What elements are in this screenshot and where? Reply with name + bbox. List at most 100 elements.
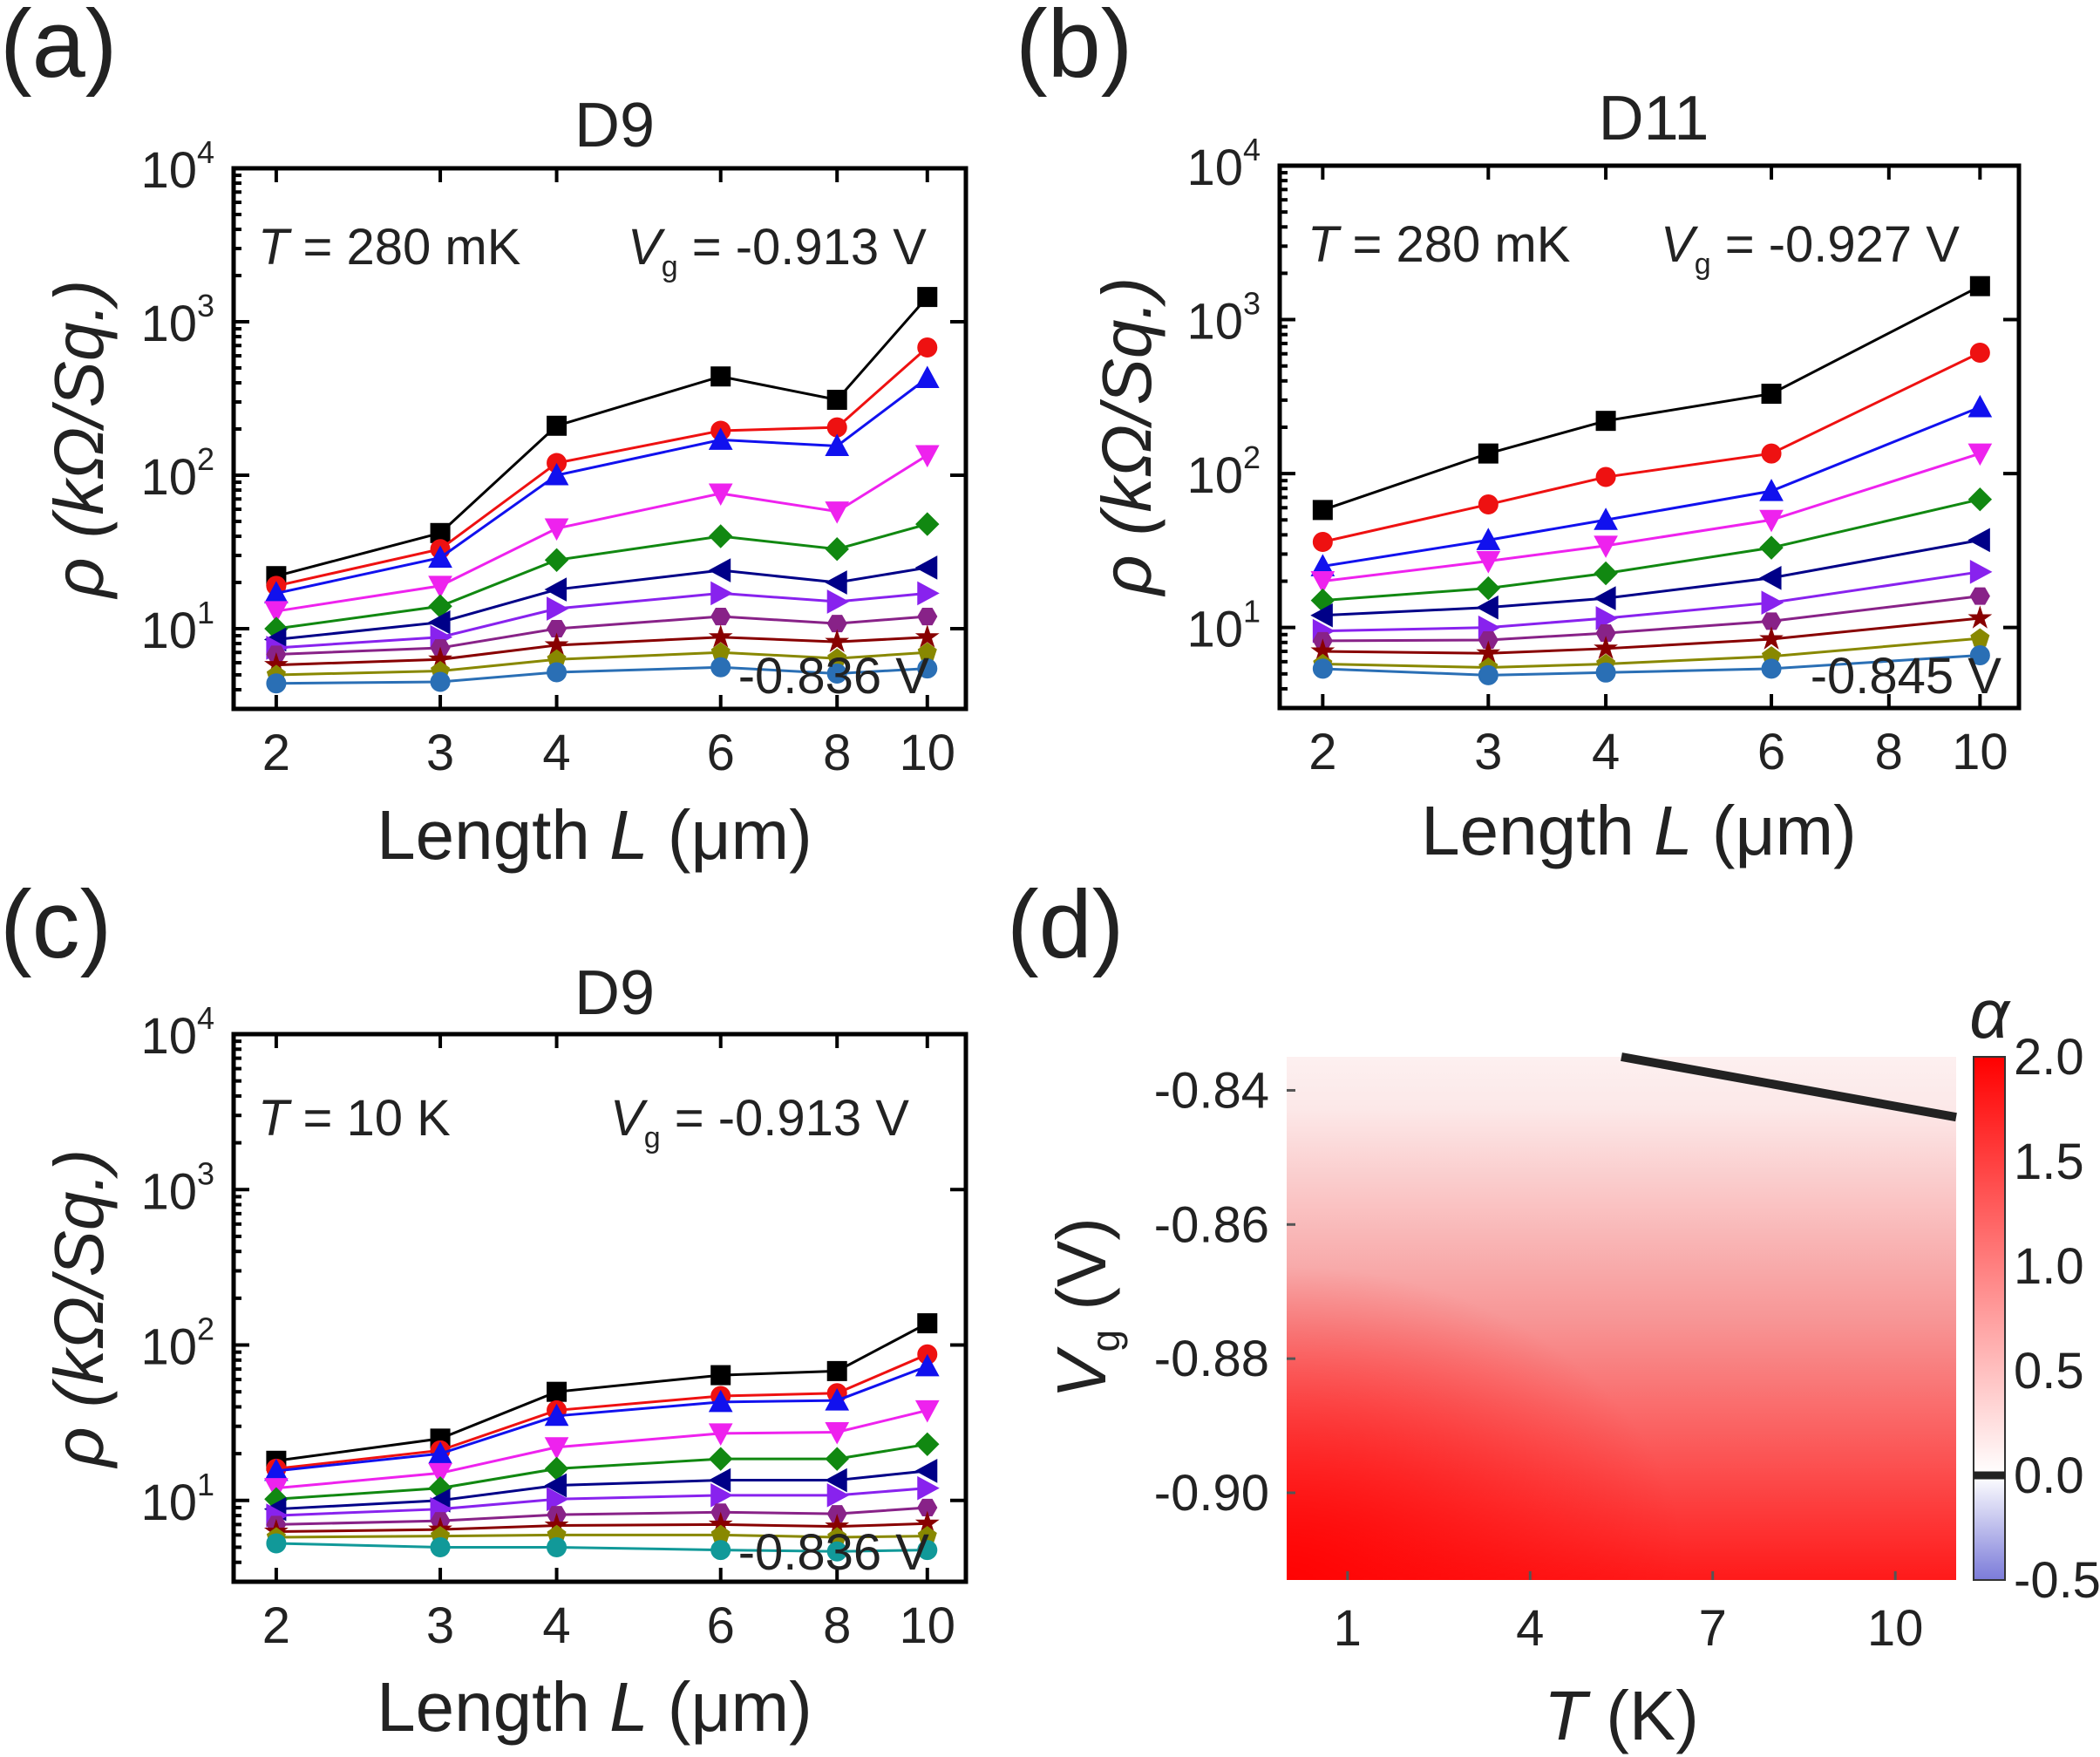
panel-a-series-6-point-5: [825, 570, 847, 595]
panel-a-series-4-point-3: [544, 518, 569, 541]
panel-c-x-tick-label: 8: [823, 1597, 851, 1654]
panel-b-series-11-point-2: [1478, 664, 1499, 685]
panel-label-c: (c): [0, 871, 112, 978]
panel-c-y-tick-label: 101: [140, 1467, 214, 1531]
panel-a-series-5-point-6: [915, 512, 940, 536]
panel-c-series-5-point-4: [709, 1447, 733, 1471]
panel-a-series-6-point-2: [428, 610, 451, 635]
panel-c-x-tick-label: 3: [426, 1597, 454, 1654]
panel-c-series-11-point-5: [826, 1541, 847, 1562]
panel-a-series-7-point-6: [917, 581, 940, 606]
panel-b-bottom-annotation: -0.845 V: [1811, 648, 2002, 705]
panel-c-series-1-point-5: [826, 1360, 847, 1381]
heatmap-corner-shade: [1287, 1057, 1956, 1580]
panel-d-y-tick-label: -0.90: [1154, 1465, 1269, 1522]
panel-a-series-11-point-1: [266, 673, 287, 694]
panel-b-series-2-point-5: [1969, 342, 1990, 363]
panel-c-series-11-point-6: [917, 1540, 938, 1561]
panel-b-series-4-point-2: [1476, 551, 1501, 574]
panel-a-bottom-annotation: -0.836 V: [738, 648, 930, 705]
panel-d-x-tick-label: 4: [1516, 1600, 1544, 1657]
panel-c-series-1-line: [275, 1322, 928, 1462]
panel-b-series-9-point-5: [1967, 605, 1993, 629]
panel-a-series-8-point-3: [546, 619, 567, 638]
panel-b-series-7-point-5: [1969, 559, 1993, 584]
panel-b-x-tick-label: 10: [1952, 724, 2008, 780]
panel-a-series-3-point-3: [544, 462, 569, 486]
panel-a-series-6-line: [275, 566, 928, 641]
panel-a-y-tick-label: 104: [140, 134, 214, 199]
panel-a-x-tick-label: 2: [262, 725, 290, 781]
panel-a-series-9-point-5: [825, 629, 850, 652]
panel-a-series-4-point-2: [428, 575, 452, 598]
panel-b-series-11-point-5: [1969, 645, 1990, 666]
panel-c-series-4-point-2: [428, 1462, 452, 1486]
panel-a-series-3-point-5: [825, 433, 850, 456]
panel-d-x-tick-label: 10: [1867, 1600, 1924, 1657]
panel-c-series-2-line: [275, 1352, 928, 1470]
panel-b-x-tick-label: 2: [1308, 724, 1336, 780]
panel-c-y-tick-label: 103: [140, 1155, 214, 1220]
panel-c-series-1-point-3: [547, 1381, 567, 1402]
panel-c-series-8-line: [275, 1506, 928, 1526]
colorbar-tick-label: 2.0: [2014, 1029, 2084, 1086]
panel-a-y-tick-label: 101: [140, 595, 214, 659]
panel-c-series-4-point-5: [825, 1421, 850, 1445]
panel-c-series-8-point-6: [917, 1498, 938, 1516]
panel-c-series-4-line: [275, 1408, 928, 1490]
panel-a-x-tick-label: 8: [823, 725, 851, 781]
panel-c-temperature: T = 10 K: [258, 1090, 451, 1147]
panel-a-title: D9: [574, 91, 655, 160]
panel-c-x-axis-label: Length L (μm): [377, 1668, 812, 1746]
panel-d-y-axis-label: Vg (V): [1043, 1217, 1128, 1399]
panel-a-series-4-point-5: [825, 501, 850, 524]
panel-c-x-tick-label: 6: [707, 1597, 735, 1654]
panel-c-series-11-point-4: [710, 1540, 731, 1561]
panel-c-series-5-point-5: [825, 1447, 849, 1471]
panel-b-series-3-point-5: [1967, 394, 1993, 418]
panel-c-x-tick-label: 4: [542, 1597, 570, 1654]
panel-d-x-axis-label: T (K): [1544, 1677, 1699, 1754]
panel-b-series-1-line: [1322, 284, 1981, 512]
panel-a-series-11-point-5: [826, 663, 847, 684]
panel-a-series-9-point-6: [914, 624, 940, 648]
panel-c-series-7-point-5: [826, 1482, 850, 1508]
panel-b-series-2-point-3: [1595, 466, 1616, 487]
panel-a-series-1-point-5: [826, 390, 847, 411]
panel-a-series-2-point-6: [917, 337, 938, 358]
panel-d-y-tick-label: -0.88: [1154, 1331, 1269, 1387]
panel-c-series-5-line: [275, 1442, 928, 1501]
panel-a-chart: D9 2 3 4 6 8 10 101 102 103 104 T = 280 mK Vg = -…: [40, 91, 968, 874]
panel-a-series-4-point-1: [264, 601, 289, 623]
panel-a-series-1-point-3: [547, 415, 567, 436]
panel-a-series-6-point-6: [914, 555, 938, 580]
panel-d-x-tick-label: 1: [1334, 1600, 1362, 1657]
panel-c-x-tick-label: 2: [262, 1597, 290, 1654]
panel-c-frame: [231, 1032, 968, 1584]
panel-a-series-4-point-4: [708, 483, 733, 507]
panel-d-y-tick-label: -0.86: [1154, 1196, 1269, 1253]
panel-b-gate-voltage: Vg = -0.927 V: [1661, 216, 1960, 281]
panel-d-y-tick-label: -0.84: [1154, 1062, 1269, 1119]
panel-c-series-11-line: [275, 1542, 928, 1553]
panel-a-series-4-line: [275, 453, 928, 613]
panel-a-series-10-line: [275, 650, 928, 677]
panel-b-y-tick-label: 103: [1186, 286, 1261, 351]
panel-b-series-8-point-3: [1595, 624, 1616, 643]
panel-b-y-axis-label: ρ (kΩ/Sq.): [1088, 277, 1166, 597]
zero-contour-line: [1621, 1052, 1957, 1122]
panel-b-series-2-point-2: [1478, 494, 1499, 515]
panel-c-series-10-line: [275, 1533, 928, 1539]
panel-a-series-4-point-6: [914, 445, 940, 468]
panel-a-x-tick-label: 4: [542, 725, 570, 781]
panel-d-heatmap: 1 4 7 10 -0.84 -0.86 -0.88 -0.90 2.0 1.5 1.0 0.5 0.…: [1043, 975, 2100, 1754]
panel-a-y-tick-label: 103: [140, 288, 214, 352]
panel-b-series-2-point-4: [1761, 443, 1782, 464]
panel-a-series-1-point-6: [917, 287, 938, 308]
panel-b-series-9-point-3: [1594, 636, 1618, 659]
panel-b-y-tick-label: 101: [1186, 594, 1261, 658]
panel-a-series-5-line: [275, 522, 928, 630]
panel-c-y-axis-label: ρ (kΩ/Sq.): [40, 1149, 118, 1469]
panel-c-series-7-point-4: [710, 1482, 733, 1508]
